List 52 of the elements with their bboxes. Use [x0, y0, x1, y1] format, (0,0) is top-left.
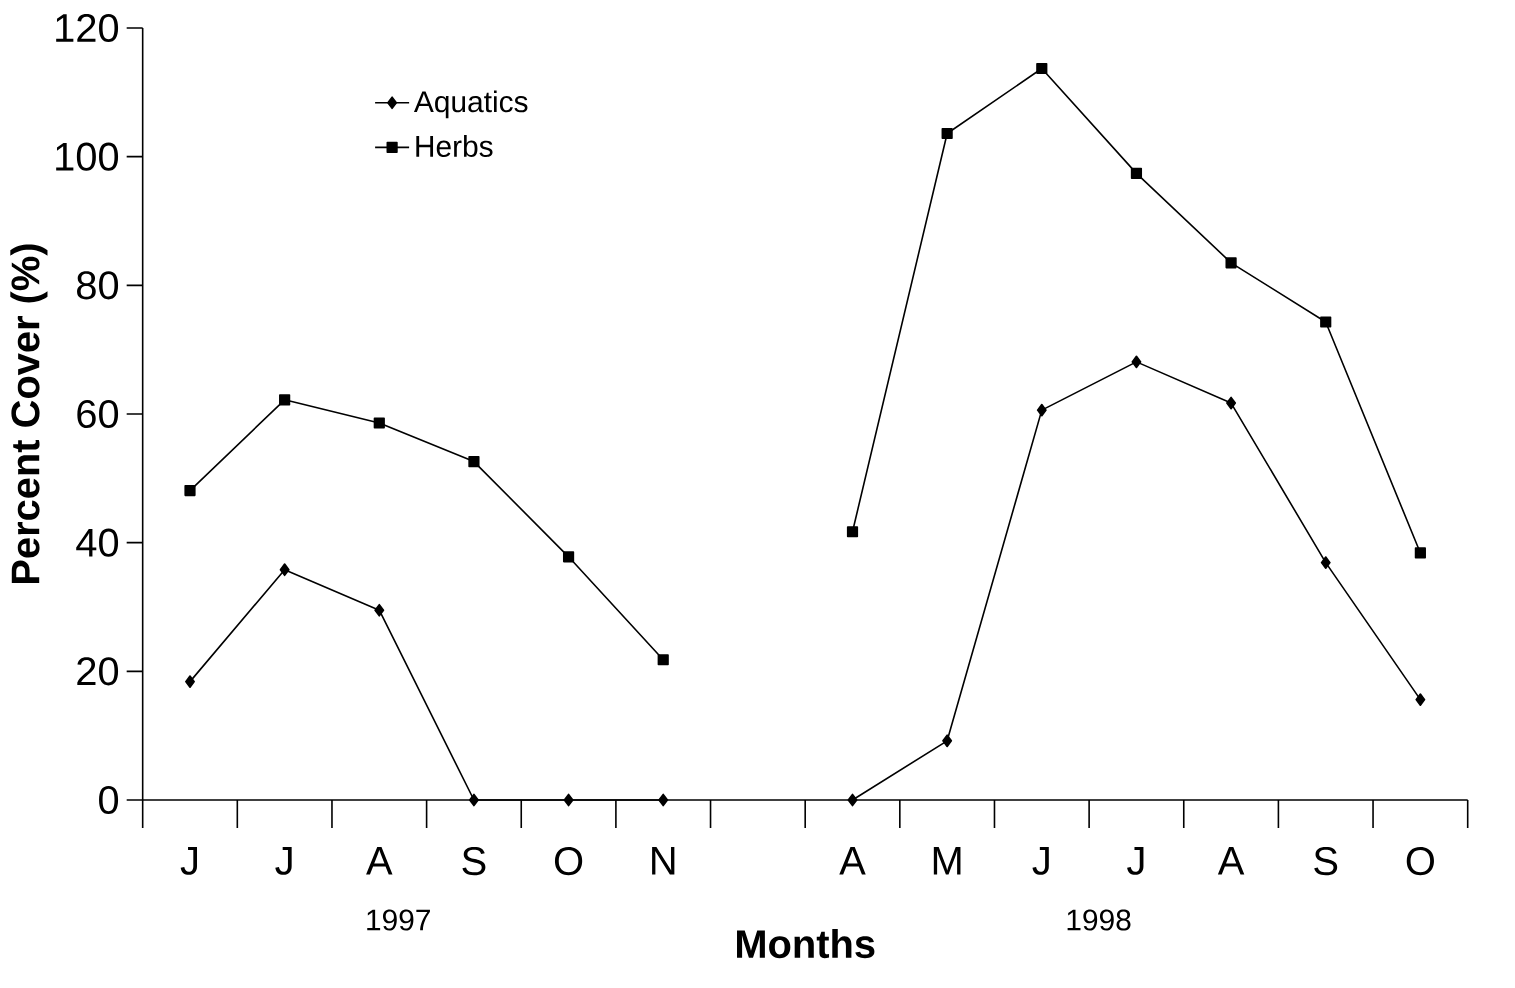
point — [942, 734, 953, 748]
point — [373, 417, 385, 429]
point — [279, 563, 290, 577]
x-tick-label: M — [933, 847, 961, 875]
x-tick-label: J — [1127, 847, 1144, 875]
point — [846, 526, 859, 538]
x-tick-label: A — [839, 847, 866, 875]
point — [562, 551, 575, 563]
point — [563, 793, 574, 807]
text: 1998 — [1067, 909, 1131, 931]
x-tick-label: O — [554, 847, 583, 876]
point — [847, 793, 858, 807]
y-tick-label: 120 — [56, 13, 119, 43]
point — [658, 793, 669, 807]
point — [1414, 547, 1426, 559]
point — [941, 127, 953, 140]
point — [1130, 167, 1143, 179]
x-tick-label: J — [1032, 847, 1049, 875]
legend-label: Aquatics — [413, 90, 528, 119]
x-tick-label: J — [275, 847, 292, 875]
point — [1320, 556, 1331, 570]
point — [279, 394, 291, 406]
point — [374, 603, 385, 617]
point — [1320, 316, 1332, 328]
x-tick-label: A — [366, 847, 393, 875]
point — [1036, 62, 1048, 75]
y-tick-label: 100 — [56, 142, 119, 171]
x-tick-label: N — [652, 847, 675, 875]
point — [468, 456, 480, 468]
point — [1226, 396, 1237, 410]
x-tick-label: S — [462, 847, 486, 876]
point — [185, 675, 195, 689]
point — [657, 654, 669, 666]
y-tick-label: 20 — [77, 657, 119, 686]
y-axis-title: Percent Cover (%) — [10, 244, 48, 583]
point — [1415, 693, 1426, 707]
point — [1225, 257, 1237, 269]
x-tick-label: O — [1406, 847, 1434, 876]
text: 1997 — [367, 909, 430, 931]
legend-label: Herbs — [416, 135, 493, 157]
y-tick-label: 60 — [77, 399, 119, 429]
y-tick-label: 40 — [76, 528, 119, 557]
point — [184, 484, 196, 497]
point — [1036, 403, 1047, 417]
x-tick-label: S — [1314, 847, 1338, 876]
x-axis-title: Months — [737, 928, 875, 959]
y-tick-label: 0 — [99, 785, 119, 815]
x-tick-label: J — [180, 847, 198, 875]
y-tick-label: 80 — [77, 271, 119, 300]
point — [468, 793, 479, 807]
point — [1131, 355, 1142, 369]
x-tick-label: A — [1217, 847, 1245, 875]
